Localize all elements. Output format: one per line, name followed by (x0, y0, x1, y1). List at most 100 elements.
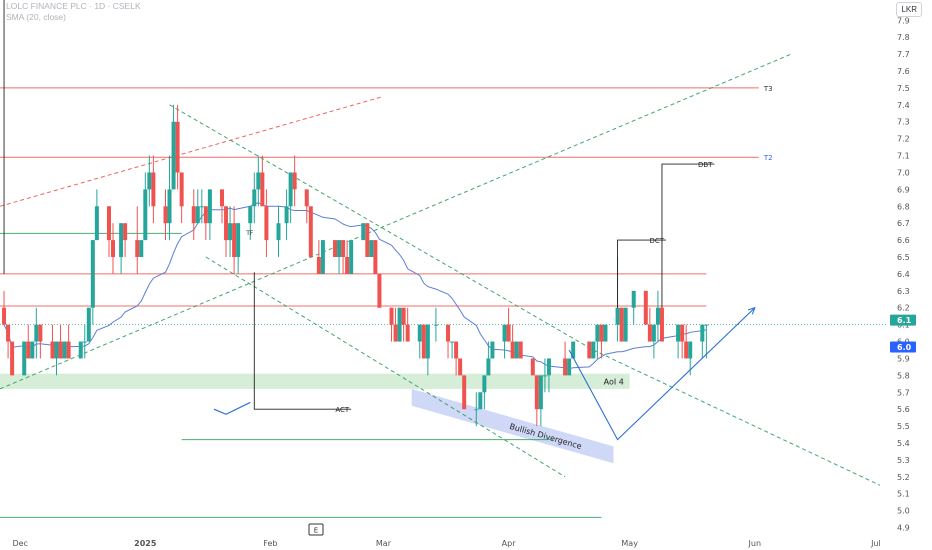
candle[interactable] (54, 341, 59, 359)
candle[interactable] (232, 223, 237, 258)
candle[interactable] (62, 341, 67, 359)
candle[interactable] (139, 240, 144, 258)
candle[interactable] (191, 206, 196, 224)
candle[interactable] (595, 324, 600, 342)
candle[interactable] (425, 324, 430, 359)
candle[interactable] (490, 341, 495, 359)
candle[interactable] (599, 324, 604, 342)
events-marker[interactable] (308, 523, 324, 536)
candle[interactable] (26, 341, 31, 359)
candle[interactable] (320, 240, 325, 274)
candle[interactable] (123, 223, 128, 241)
candle[interactable] (341, 240, 346, 258)
candle[interactable] (397, 307, 402, 342)
sma-line[interactable] (3, 202, 707, 370)
candle[interactable] (377, 273, 382, 308)
candle[interactable] (66, 341, 71, 359)
candle[interactable] (458, 358, 463, 376)
candle[interactable] (502, 324, 507, 342)
candle[interactable] (510, 341, 515, 359)
candle[interactable] (284, 206, 289, 224)
candle[interactable] (615, 307, 620, 325)
candle[interactable] (454, 341, 459, 359)
candle[interactable] (587, 341, 592, 359)
candle[interactable] (337, 240, 342, 258)
trendline[interactable] (0, 53, 792, 390)
candle[interactable] (248, 206, 253, 224)
candle[interactable] (167, 189, 172, 224)
candle[interactable] (401, 307, 406, 325)
candle[interactable] (288, 172, 293, 207)
candle[interactable] (462, 375, 467, 410)
candle[interactable] (518, 341, 523, 359)
candle[interactable] (676, 324, 681, 342)
candle[interactable] (405, 324, 410, 342)
candle[interactable] (171, 121, 176, 190)
candle[interactable] (203, 206, 208, 224)
candle[interactable] (163, 206, 168, 224)
trendline[interactable] (205, 256, 566, 478)
candle[interactable] (333, 240, 338, 258)
pointer-line[interactable] (661, 163, 715, 308)
candle[interactable] (236, 223, 241, 258)
candle[interactable] (514, 341, 519, 359)
candle[interactable] (94, 206, 99, 241)
candle[interactable] (264, 206, 269, 241)
candle[interactable] (304, 189, 309, 207)
candle[interactable] (34, 324, 39, 342)
candle[interactable] (106, 206, 111, 241)
candle[interactable] (655, 307, 660, 325)
candle[interactable] (530, 358, 535, 376)
candle[interactable] (603, 324, 608, 342)
candle[interactable] (78, 341, 83, 359)
candle[interactable] (10, 341, 15, 376)
candle[interactable] (591, 341, 596, 359)
candle[interactable] (276, 223, 281, 241)
currency-button[interactable]: LKR (896, 2, 922, 17)
candle[interactable] (143, 189, 148, 241)
candle[interactable] (135, 240, 140, 258)
candle[interactable] (538, 375, 543, 410)
candle[interactable] (195, 206, 200, 224)
candle[interactable] (224, 206, 229, 241)
candle[interactable] (220, 189, 224, 207)
candle[interactable] (643, 290, 648, 325)
candle[interactable] (623, 307, 628, 342)
candle[interactable] (571, 341, 576, 359)
candle[interactable] (292, 172, 297, 190)
projection-arrow[interactable] (568, 307, 756, 441)
candle[interactable] (260, 172, 265, 207)
candle[interactable] (421, 324, 426, 359)
candle[interactable] (619, 307, 624, 342)
candle[interactable] (700, 324, 705, 342)
candle[interactable] (30, 341, 35, 359)
candle[interactable] (651, 324, 656, 342)
candle[interactable] (369, 240, 374, 258)
candle[interactable] (316, 257, 321, 274)
candle[interactable] (373, 240, 378, 274)
candle[interactable] (704, 324, 709, 326)
price-axis[interactable] (888, 0, 932, 550)
candle[interactable] (478, 392, 483, 410)
candle[interactable] (147, 172, 152, 190)
candle[interactable] (82, 341, 87, 343)
candle[interactable] (256, 172, 261, 190)
candle[interactable] (252, 189, 257, 207)
trendline[interactable] (169, 104, 594, 351)
candle[interactable] (38, 324, 43, 342)
candle[interactable] (534, 375, 539, 410)
candle[interactable] (417, 324, 422, 342)
candle[interactable] (361, 223, 366, 241)
candle[interactable] (546, 358, 551, 376)
candle[interactable] (50, 341, 55, 359)
candle[interactable] (482, 375, 487, 393)
candle[interactable] (446, 324, 451, 342)
candle[interactable] (542, 375, 547, 377)
candle[interactable] (349, 240, 354, 274)
candle[interactable] (567, 358, 572, 376)
candle[interactable] (450, 341, 455, 343)
candle[interactable] (207, 189, 212, 224)
candle[interactable] (308, 206, 313, 258)
candle[interactable] (58, 341, 63, 359)
